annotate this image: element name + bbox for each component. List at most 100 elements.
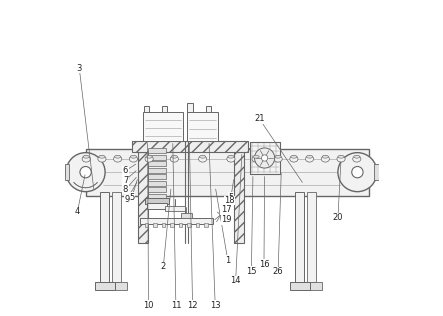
Ellipse shape: [171, 155, 177, 158]
Text: 20: 20: [333, 213, 343, 222]
Text: 8: 8: [123, 185, 128, 194]
Bar: [179, 223, 183, 227]
Ellipse shape: [227, 156, 235, 162]
Bar: [162, 106, 167, 141]
Bar: [148, 194, 167, 199]
Bar: [187, 223, 191, 227]
Bar: [140, 218, 213, 224]
Bar: [250, 142, 280, 174]
Ellipse shape: [98, 156, 106, 162]
Bar: [148, 181, 167, 186]
Ellipse shape: [129, 156, 137, 162]
Text: 4: 4: [75, 207, 80, 216]
Bar: [187, 112, 218, 141]
Ellipse shape: [337, 156, 345, 162]
Text: 3: 3: [77, 64, 82, 73]
Ellipse shape: [252, 156, 260, 162]
Text: 19: 19: [221, 216, 232, 224]
Ellipse shape: [82, 156, 90, 162]
Ellipse shape: [275, 155, 281, 158]
Text: 5: 5: [228, 193, 233, 202]
Bar: [148, 174, 167, 179]
Circle shape: [352, 167, 363, 178]
Circle shape: [66, 153, 105, 192]
Ellipse shape: [290, 156, 298, 162]
Text: 6: 6: [123, 166, 128, 175]
Bar: [132, 141, 248, 152]
Bar: [187, 103, 193, 141]
Bar: [144, 106, 149, 141]
Bar: [290, 282, 310, 290]
Bar: [234, 152, 244, 243]
Text: 10: 10: [143, 301, 154, 310]
Bar: [170, 223, 174, 227]
Text: 14: 14: [230, 276, 241, 285]
Bar: [113, 192, 121, 282]
Ellipse shape: [115, 155, 121, 158]
Ellipse shape: [307, 155, 313, 158]
Bar: [95, 282, 115, 290]
Ellipse shape: [113, 156, 122, 162]
Text: 12: 12: [187, 301, 198, 310]
Text: 21: 21: [254, 114, 264, 123]
Bar: [196, 223, 199, 227]
Text: 26: 26: [273, 267, 284, 276]
Text: 17: 17: [221, 205, 232, 215]
Ellipse shape: [274, 156, 282, 162]
Bar: [144, 112, 183, 141]
Bar: [147, 203, 167, 209]
Bar: [107, 282, 127, 290]
Ellipse shape: [321, 156, 330, 162]
Bar: [65, 164, 69, 180]
Bar: [148, 187, 167, 192]
Ellipse shape: [291, 155, 297, 158]
Ellipse shape: [146, 155, 152, 158]
Ellipse shape: [83, 155, 89, 158]
Bar: [148, 155, 167, 160]
Bar: [165, 206, 185, 211]
Bar: [144, 223, 148, 227]
Circle shape: [261, 155, 268, 161]
Bar: [101, 192, 109, 282]
Text: 16: 16: [259, 260, 269, 269]
Ellipse shape: [354, 155, 360, 158]
Bar: [206, 106, 211, 141]
Ellipse shape: [130, 155, 136, 158]
Bar: [153, 223, 157, 227]
Text: 9: 9: [124, 195, 130, 204]
Ellipse shape: [322, 155, 328, 158]
Bar: [162, 223, 165, 227]
Ellipse shape: [199, 155, 206, 158]
Bar: [302, 282, 322, 290]
Bar: [307, 192, 316, 282]
Ellipse shape: [145, 156, 153, 162]
Circle shape: [80, 167, 91, 178]
Ellipse shape: [253, 155, 259, 158]
Text: 1: 1: [225, 256, 230, 265]
Ellipse shape: [353, 156, 361, 162]
Ellipse shape: [198, 156, 207, 162]
Bar: [148, 161, 167, 167]
Ellipse shape: [306, 156, 314, 162]
Bar: [374, 164, 379, 180]
Bar: [85, 149, 369, 196]
Circle shape: [255, 148, 275, 168]
Bar: [148, 148, 167, 154]
Bar: [204, 223, 208, 227]
Text: 18: 18: [224, 196, 235, 205]
Text: 7: 7: [123, 175, 128, 185]
Text: 13: 13: [210, 301, 221, 310]
Ellipse shape: [338, 155, 344, 158]
Circle shape: [338, 153, 377, 192]
Bar: [295, 192, 304, 282]
Ellipse shape: [170, 156, 179, 162]
Bar: [181, 213, 192, 218]
Bar: [145, 198, 169, 204]
Text: 5: 5: [129, 193, 135, 202]
Text: 2: 2: [161, 262, 166, 271]
Ellipse shape: [228, 155, 234, 158]
Text: 11: 11: [171, 301, 181, 310]
Text: 15: 15: [246, 267, 256, 276]
Ellipse shape: [99, 155, 105, 158]
Bar: [148, 168, 167, 173]
